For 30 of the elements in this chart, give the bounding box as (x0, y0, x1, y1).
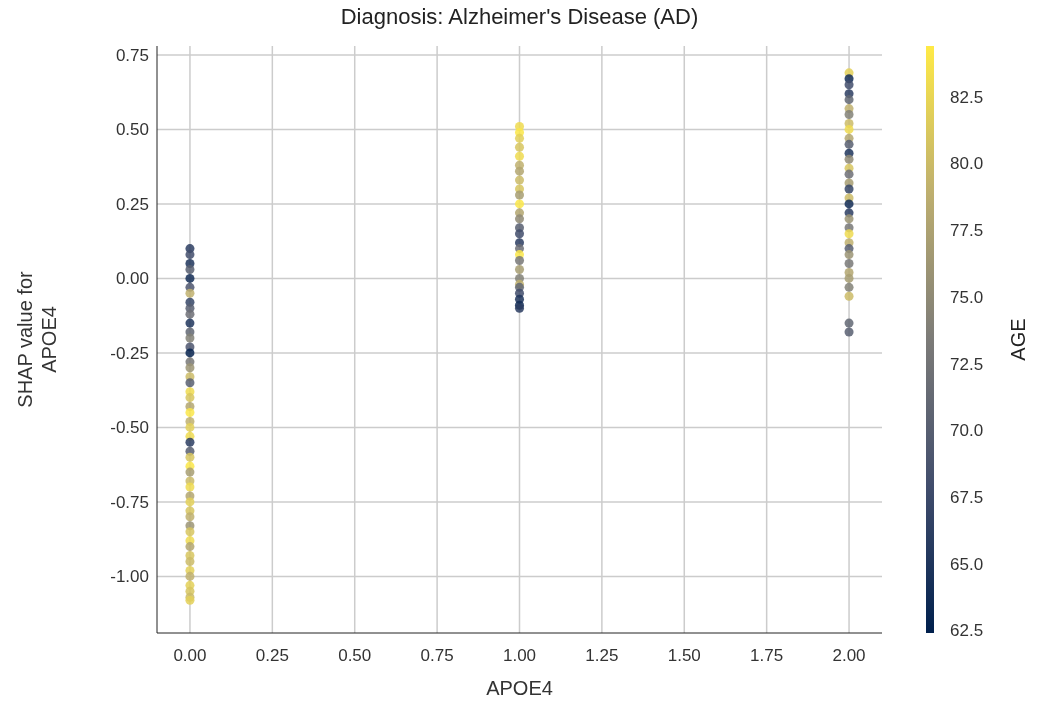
color-bar-label: 72.5 (950, 354, 984, 374)
y-axis-title: SHAP value for APOE4 (14, 270, 60, 408)
y-tick-label: -1.00 (110, 567, 149, 587)
color-bar-label: 62.5 (950, 621, 984, 641)
x-tick-label: 0.25 (255, 646, 289, 666)
x-axis-title: APOE4 (486, 677, 553, 699)
color-bar-label: 77.5 (950, 221, 984, 241)
x-tick-label: 1.00 (502, 646, 537, 666)
y-tick-label: 0.00 (115, 269, 149, 289)
x-tick-label: 1.25 (585, 646, 619, 666)
x-tick-label: 1.75 (750, 646, 784, 666)
color-bar-label: 75.0 (950, 287, 984, 307)
y-tick-label: -0.50 (110, 418, 149, 438)
x-tick-label: 2.00 (832, 646, 866, 666)
y-tick-label: -0.75 (110, 492, 149, 512)
color-bar-label: 70.0 (950, 421, 984, 441)
y-tick-label: -0.25 (110, 343, 149, 363)
y-tick-label: 0.50 (115, 120, 149, 140)
chart-title: Diagnosis: Alzheimer's Disease (AD) (339, 4, 700, 30)
x-tick-label: 1.50 (667, 646, 701, 666)
x-tick-label: 0.00 (173, 646, 207, 666)
color-bar-label: 67.5 (950, 487, 984, 507)
x-tick-label: 0.50 (338, 646, 372, 666)
color-bar-title: AGE (1007, 318, 1029, 361)
x-tick-label: 0.75 (420, 646, 454, 666)
color-bar-label: 80.0 (950, 154, 984, 174)
y-tick-label: 0.25 (115, 194, 149, 214)
color-bar-label: 65.0 (950, 554, 984, 574)
color-bar-label: 82.5 (950, 87, 984, 107)
y-tick-label: 0.75 (115, 45, 149, 65)
